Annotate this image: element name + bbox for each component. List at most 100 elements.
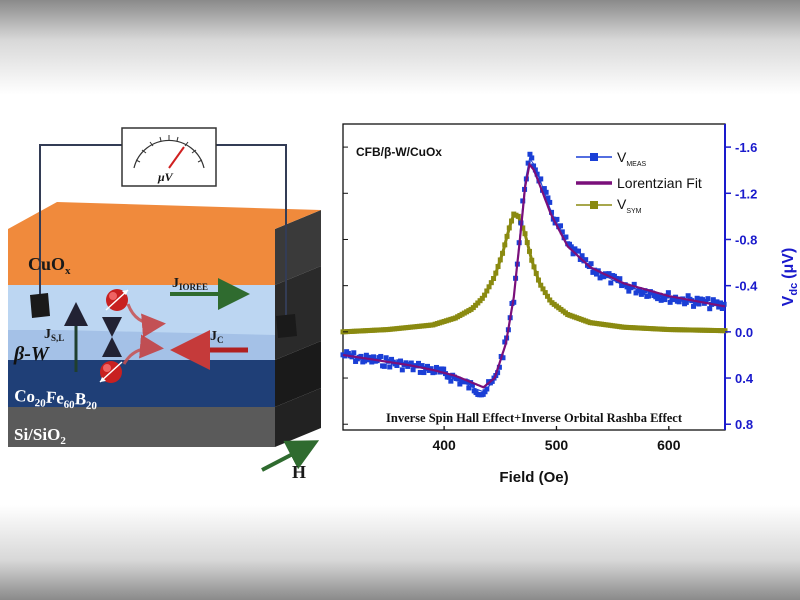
series-meas-marker [554,216,560,222]
series-meas-marker [457,381,463,387]
series-sym-marker [531,264,537,270]
series-meas-marker [721,301,727,307]
y-tick-label: 0.4 [735,371,754,386]
series-meas-marker [408,360,414,366]
label-jsl: JS,L [44,327,64,343]
series-meas-marker [588,261,594,267]
series-sym-marker [493,270,499,276]
series-meas-marker [500,355,506,361]
series-meas-marker [637,287,643,293]
series-meas-marker [358,353,364,359]
series-meas-marker [371,354,377,360]
series-meas-marker [570,251,576,257]
series-meas-marker [432,369,438,375]
series-meas-marker [419,363,425,369]
series-meas-marker [410,367,416,373]
series-meas-marker [665,290,671,296]
series-meas-marker [525,160,531,166]
series-meas-marker [714,299,720,305]
series-meas-marker [480,391,486,397]
series-meas-marker [583,257,589,263]
series-sym-marker [544,293,550,299]
legend-label-meas: VMEAS [617,149,647,168]
series-meas-marker [606,271,612,277]
arrow-h [261,440,320,472]
series-meas-marker [563,234,569,240]
layer-cofeb [8,360,275,407]
series-meas-marker [387,364,393,370]
series-meas-marker [469,382,475,388]
chart-title: CFB/β-W/CuOx [356,145,442,159]
series-meas-marker [527,151,533,157]
y-tick-label: 0.8 [735,417,753,432]
series-sym-marker [491,276,497,282]
series-meas-marker [502,339,508,345]
series-meas-marker [547,199,553,205]
series-meas-marker [719,305,725,311]
series-meas-marker [484,386,490,392]
series-sym-marker [547,297,553,303]
series-meas-marker [567,241,573,247]
series-meas-marker [559,229,565,235]
wire-right [214,144,287,320]
series-meas-marker [631,281,637,287]
label-cuox: CuOx [28,254,71,277]
series-fit-line [342,161,726,389]
series-meas-marker [435,366,441,372]
series-meas-marker [421,370,427,376]
layer-cuox [8,229,275,285]
spin-up-sphere [105,289,129,311]
x-tick-label: 600 [657,437,681,453]
series-meas-marker [667,299,673,305]
series-meas-marker [441,366,447,372]
series-meas-marker [716,304,722,310]
series-meas-marker [658,297,664,303]
y-tick-label: -1.2 [735,186,757,201]
series-meas-marker [446,374,452,380]
wire-left [39,144,124,298]
series-meas-marker [691,303,697,309]
label-h: H [292,462,306,482]
x-axis-label: Field (Oe) [499,469,568,486]
series-sym-marker [542,290,548,296]
series-meas-marker [579,253,585,259]
series-meas-marker [718,300,724,306]
series-meas-marker [378,353,384,359]
series-meas-marker [558,223,564,229]
plot-area [340,151,728,398]
series-sym-marker [495,264,501,270]
series-meas-marker [703,298,709,304]
series-meas-marker [534,171,540,177]
series-sym-marker [527,248,533,254]
series-sym-marker [500,250,506,256]
deflection-arrow-bottom [122,334,164,365]
series-meas-marker [362,358,368,364]
series-meas-marker [683,299,689,305]
series-meas-marker [710,297,716,303]
series-sym-marker [482,292,488,298]
legend: VMEAS Lorentzian Fit VSYM [576,149,702,215]
series-meas-marker [541,186,547,192]
contact-pad-left [30,293,50,318]
series-meas-marker [685,293,691,299]
series-meas-marker [676,299,682,305]
series-meas-marker [642,288,648,294]
label-jioree: JIOREE [172,276,208,292]
contact-pad-right [276,314,297,338]
series-meas-marker [705,296,711,302]
series-meas-marker [601,274,607,280]
series-meas-marker [369,359,375,365]
series-meas-marker [417,369,423,375]
series-meas-marker [495,370,501,376]
series-meas-marker [629,284,635,290]
series-meas-marker [617,276,623,282]
y-tick-label: -0.8 [735,232,757,247]
spin-down-sphere [99,361,123,383]
series-meas-marker [696,301,702,307]
legend-label-sym: VSYM [617,196,642,215]
series-meas-marker [538,176,544,182]
series-meas-marker [624,284,630,290]
series-meas-marker [543,189,549,195]
x-tick-label: 400 [432,437,456,453]
series-meas-marker [363,352,369,358]
